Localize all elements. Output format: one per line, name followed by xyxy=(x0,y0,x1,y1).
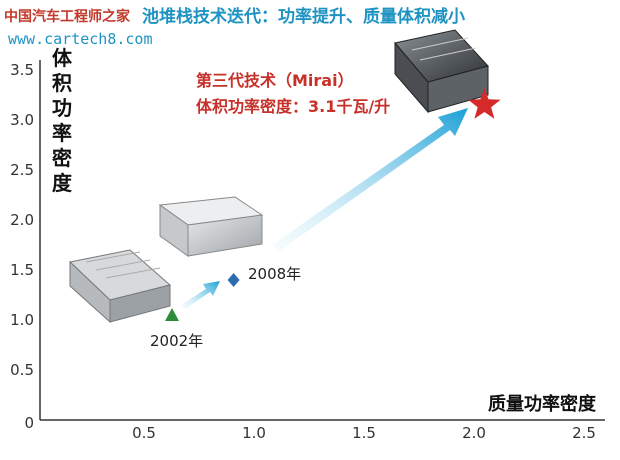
fuel-cell-stack-2002-image xyxy=(68,249,172,324)
x-tick-label: 2.5 xyxy=(572,424,596,442)
x-tick-label: 0.5 xyxy=(132,424,156,442)
y-tick-label: 3.0 xyxy=(10,111,34,129)
x-ticks: 0.5 1.0 1.5 2.0 2.5 xyxy=(132,424,596,442)
data-point-triangle xyxy=(165,308,179,321)
watermark-url: www.cartech8.com xyxy=(8,30,153,48)
data-point-diamond xyxy=(227,273,240,287)
x-axis-label: 质量功率密度 xyxy=(488,394,596,415)
y-tick-label: 1.0 xyxy=(10,311,34,329)
fuel-cell-stack-mirai-image xyxy=(394,29,489,114)
y-axis-label: 体积功率密度 xyxy=(52,46,72,195)
annotation-line-2: 体积功率密度：3.1千瓦/升 xyxy=(196,97,391,116)
annotation-line-1: 第三代技术（Mirai） xyxy=(196,71,354,90)
x-tick-label: 1.0 xyxy=(242,424,266,442)
y-tick-label: 2.5 xyxy=(10,161,34,179)
y-tick-label: 0 xyxy=(24,414,34,432)
y-tick-label: 2.0 xyxy=(10,211,34,229)
y-tick-label: 1.5 xyxy=(10,261,34,279)
y-tick-label: 0.5 xyxy=(10,361,34,379)
watermark-site-name: 中国汽车工程师之家 xyxy=(4,9,130,25)
mirai-annotation: 第三代技术（Mirai） 体积功率密度：3.1千瓦/升 xyxy=(196,68,390,120)
x-tick-label: 2.0 xyxy=(462,424,486,442)
trend-arrow-small xyxy=(181,281,220,309)
x-tick-label: 1.5 xyxy=(352,424,376,442)
chart-title: 池堆栈技术迭代：功率提升、质量体积减小 xyxy=(142,7,465,27)
data-point-star xyxy=(468,88,501,119)
point-label-2002: 2002年 xyxy=(150,332,204,350)
point-label-2008: 2008年 xyxy=(248,265,302,283)
data-markers xyxy=(165,88,501,321)
y-tick-label: 3.5 xyxy=(10,61,34,79)
fuel-cell-stack-2008-image xyxy=(158,196,264,257)
y-ticks: 0 0.5 1.0 1.5 2.0 2.5 3.0 3.5 xyxy=(10,61,34,432)
trend-arrow-large xyxy=(272,108,468,252)
